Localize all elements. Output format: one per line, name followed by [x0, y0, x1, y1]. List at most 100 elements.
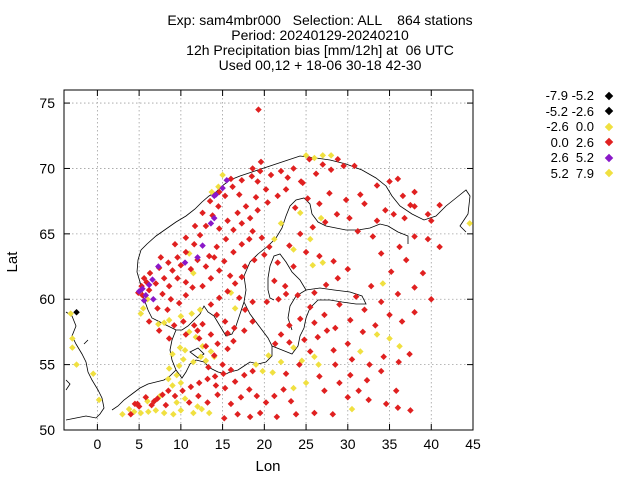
data-point [216, 225, 223, 232]
x-tick-label: 0 [93, 436, 101, 452]
data-point [348, 356, 356, 363]
legend-marker [604, 122, 614, 131]
data-point [249, 165, 256, 172]
data-point [204, 375, 211, 383]
data-point [214, 391, 221, 398]
data-point [311, 154, 318, 162]
data-point [165, 259, 172, 266]
data-point [177, 379, 185, 387]
data-point [173, 399, 180, 406]
data-point [169, 382, 176, 389]
data-point [344, 340, 352, 347]
data-point [182, 278, 190, 286]
data-point [351, 162, 358, 170]
data-point [373, 182, 381, 189]
data-point [372, 322, 379, 329]
legend-item: -2.6 0.0 [500, 119, 614, 135]
data-point [277, 220, 285, 227]
legend-marker [604, 91, 614, 100]
data-point [411, 203, 418, 210]
data-point [175, 362, 183, 370]
data-point [411, 284, 418, 291]
data-point [277, 167, 285, 175]
data-point [253, 392, 261, 400]
data-point [264, 199, 271, 206]
data-point [207, 301, 215, 308]
data-point [319, 259, 327, 266]
y-tick-label: 60 [39, 291, 55, 307]
data-point [344, 394, 352, 401]
legend-marker [604, 153, 614, 162]
legend-label: -7.9 -5.2 [545, 88, 594, 103]
data-point [241, 371, 248, 379]
data-point [296, 230, 304, 238]
data-point [334, 275, 342, 282]
data-point [241, 306, 249, 313]
data-point [173, 371, 180, 379]
data-point [340, 162, 347, 170]
data-point [182, 331, 190, 338]
data-point [254, 207, 261, 214]
data-point [195, 335, 203, 342]
data-point [377, 298, 385, 306]
legend-marker [604, 138, 614, 147]
data-point [259, 367, 266, 375]
data-point [411, 233, 418, 240]
data-point [221, 384, 229, 392]
data-point [355, 387, 362, 395]
axis-labels: Lon Lat [4, 251, 281, 475]
data-point [146, 269, 154, 277]
y-tick-label: 75 [39, 95, 55, 111]
data-point [165, 282, 173, 290]
data-point [145, 286, 153, 294]
data-point [380, 353, 387, 361]
data-point [204, 399, 211, 406]
data-point [174, 275, 181, 282]
data-point [182, 292, 190, 299]
data-point [177, 407, 185, 414]
data-point [312, 170, 320, 177]
grid [64, 90, 473, 430]
data-point [304, 195, 311, 202]
data-point [152, 280, 160, 287]
data-point [258, 234, 266, 242]
data-point [286, 339, 293, 346]
legend-item: -7.9 -5.2 [500, 88, 614, 104]
coastline-map [65, 155, 471, 421]
data-point [271, 340, 279, 347]
data-point [165, 316, 173, 324]
data-point [347, 371, 354, 379]
data-point [148, 401, 155, 409]
data-point [190, 409, 197, 417]
data-point [231, 378, 239, 385]
data-point [365, 396, 372, 404]
data-point [170, 322, 178, 329]
data-point [154, 305, 161, 312]
legend-item: 2.6 5.2 [500, 150, 614, 166]
legend-label: -2.6 0.0 [546, 119, 594, 134]
data-point [354, 227, 362, 235]
data-point [194, 327, 201, 334]
data-point [211, 373, 219, 380]
data-point [296, 361, 303, 368]
data-point [263, 298, 271, 306]
data-point [216, 267, 223, 274]
data-point [394, 175, 402, 183]
data-point [315, 361, 322, 368]
data-point [196, 306, 204, 313]
data-point [269, 369, 276, 376]
data-point [199, 209, 206, 217]
data-point [213, 311, 221, 319]
data-point [319, 161, 327, 168]
coastline-britain [65, 311, 105, 421]
data-point [140, 297, 148, 304]
data-point [319, 152, 327, 159]
y-tick-label: 50 [39, 422, 55, 438]
data-point [89, 370, 97, 378]
legend-item: -5.2 -2.6 [500, 104, 614, 120]
data-point [296, 209, 304, 217]
data-point [282, 370, 290, 378]
data-point [436, 243, 443, 251]
data-point [466, 220, 473, 227]
